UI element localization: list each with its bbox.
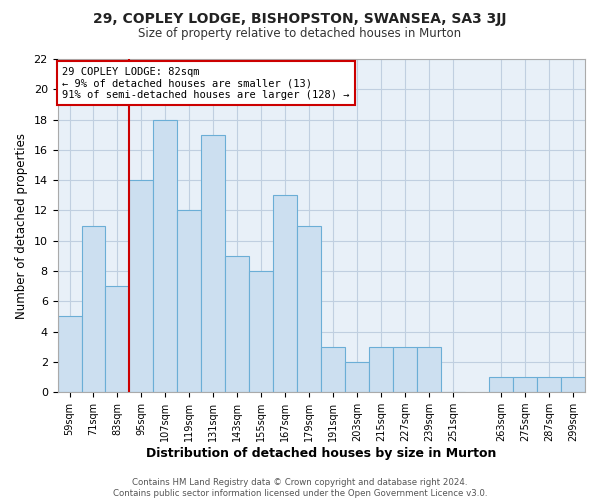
Bar: [82, 226, 106, 392]
Bar: [106, 286, 130, 392]
Bar: [226, 256, 250, 392]
X-axis label: Distribution of detached houses by size in Murton: Distribution of detached houses by size …: [146, 447, 496, 460]
Bar: [274, 196, 297, 392]
Bar: [489, 377, 513, 392]
Bar: [393, 347, 417, 392]
Bar: [58, 316, 82, 392]
Bar: [250, 271, 274, 392]
Bar: [130, 180, 154, 392]
Bar: [178, 210, 202, 392]
Bar: [321, 347, 345, 392]
Bar: [561, 377, 585, 392]
Text: Contains HM Land Registry data © Crown copyright and database right 2024.
Contai: Contains HM Land Registry data © Crown c…: [113, 478, 487, 498]
Text: Size of property relative to detached houses in Murton: Size of property relative to detached ho…: [139, 28, 461, 40]
Bar: [513, 377, 537, 392]
Text: 29 COPLEY LODGE: 82sqm
← 9% of detached houses are smaller (13)
91% of semi-deta: 29 COPLEY LODGE: 82sqm ← 9% of detached …: [62, 66, 350, 100]
Bar: [154, 120, 178, 392]
Bar: [345, 362, 369, 392]
Y-axis label: Number of detached properties: Number of detached properties: [15, 132, 28, 318]
Bar: [202, 134, 226, 392]
Bar: [537, 377, 561, 392]
Bar: [417, 347, 441, 392]
Bar: [297, 226, 321, 392]
Text: 29, COPLEY LODGE, BISHOPSTON, SWANSEA, SA3 3JJ: 29, COPLEY LODGE, BISHOPSTON, SWANSEA, S…: [93, 12, 507, 26]
Bar: [369, 347, 393, 392]
